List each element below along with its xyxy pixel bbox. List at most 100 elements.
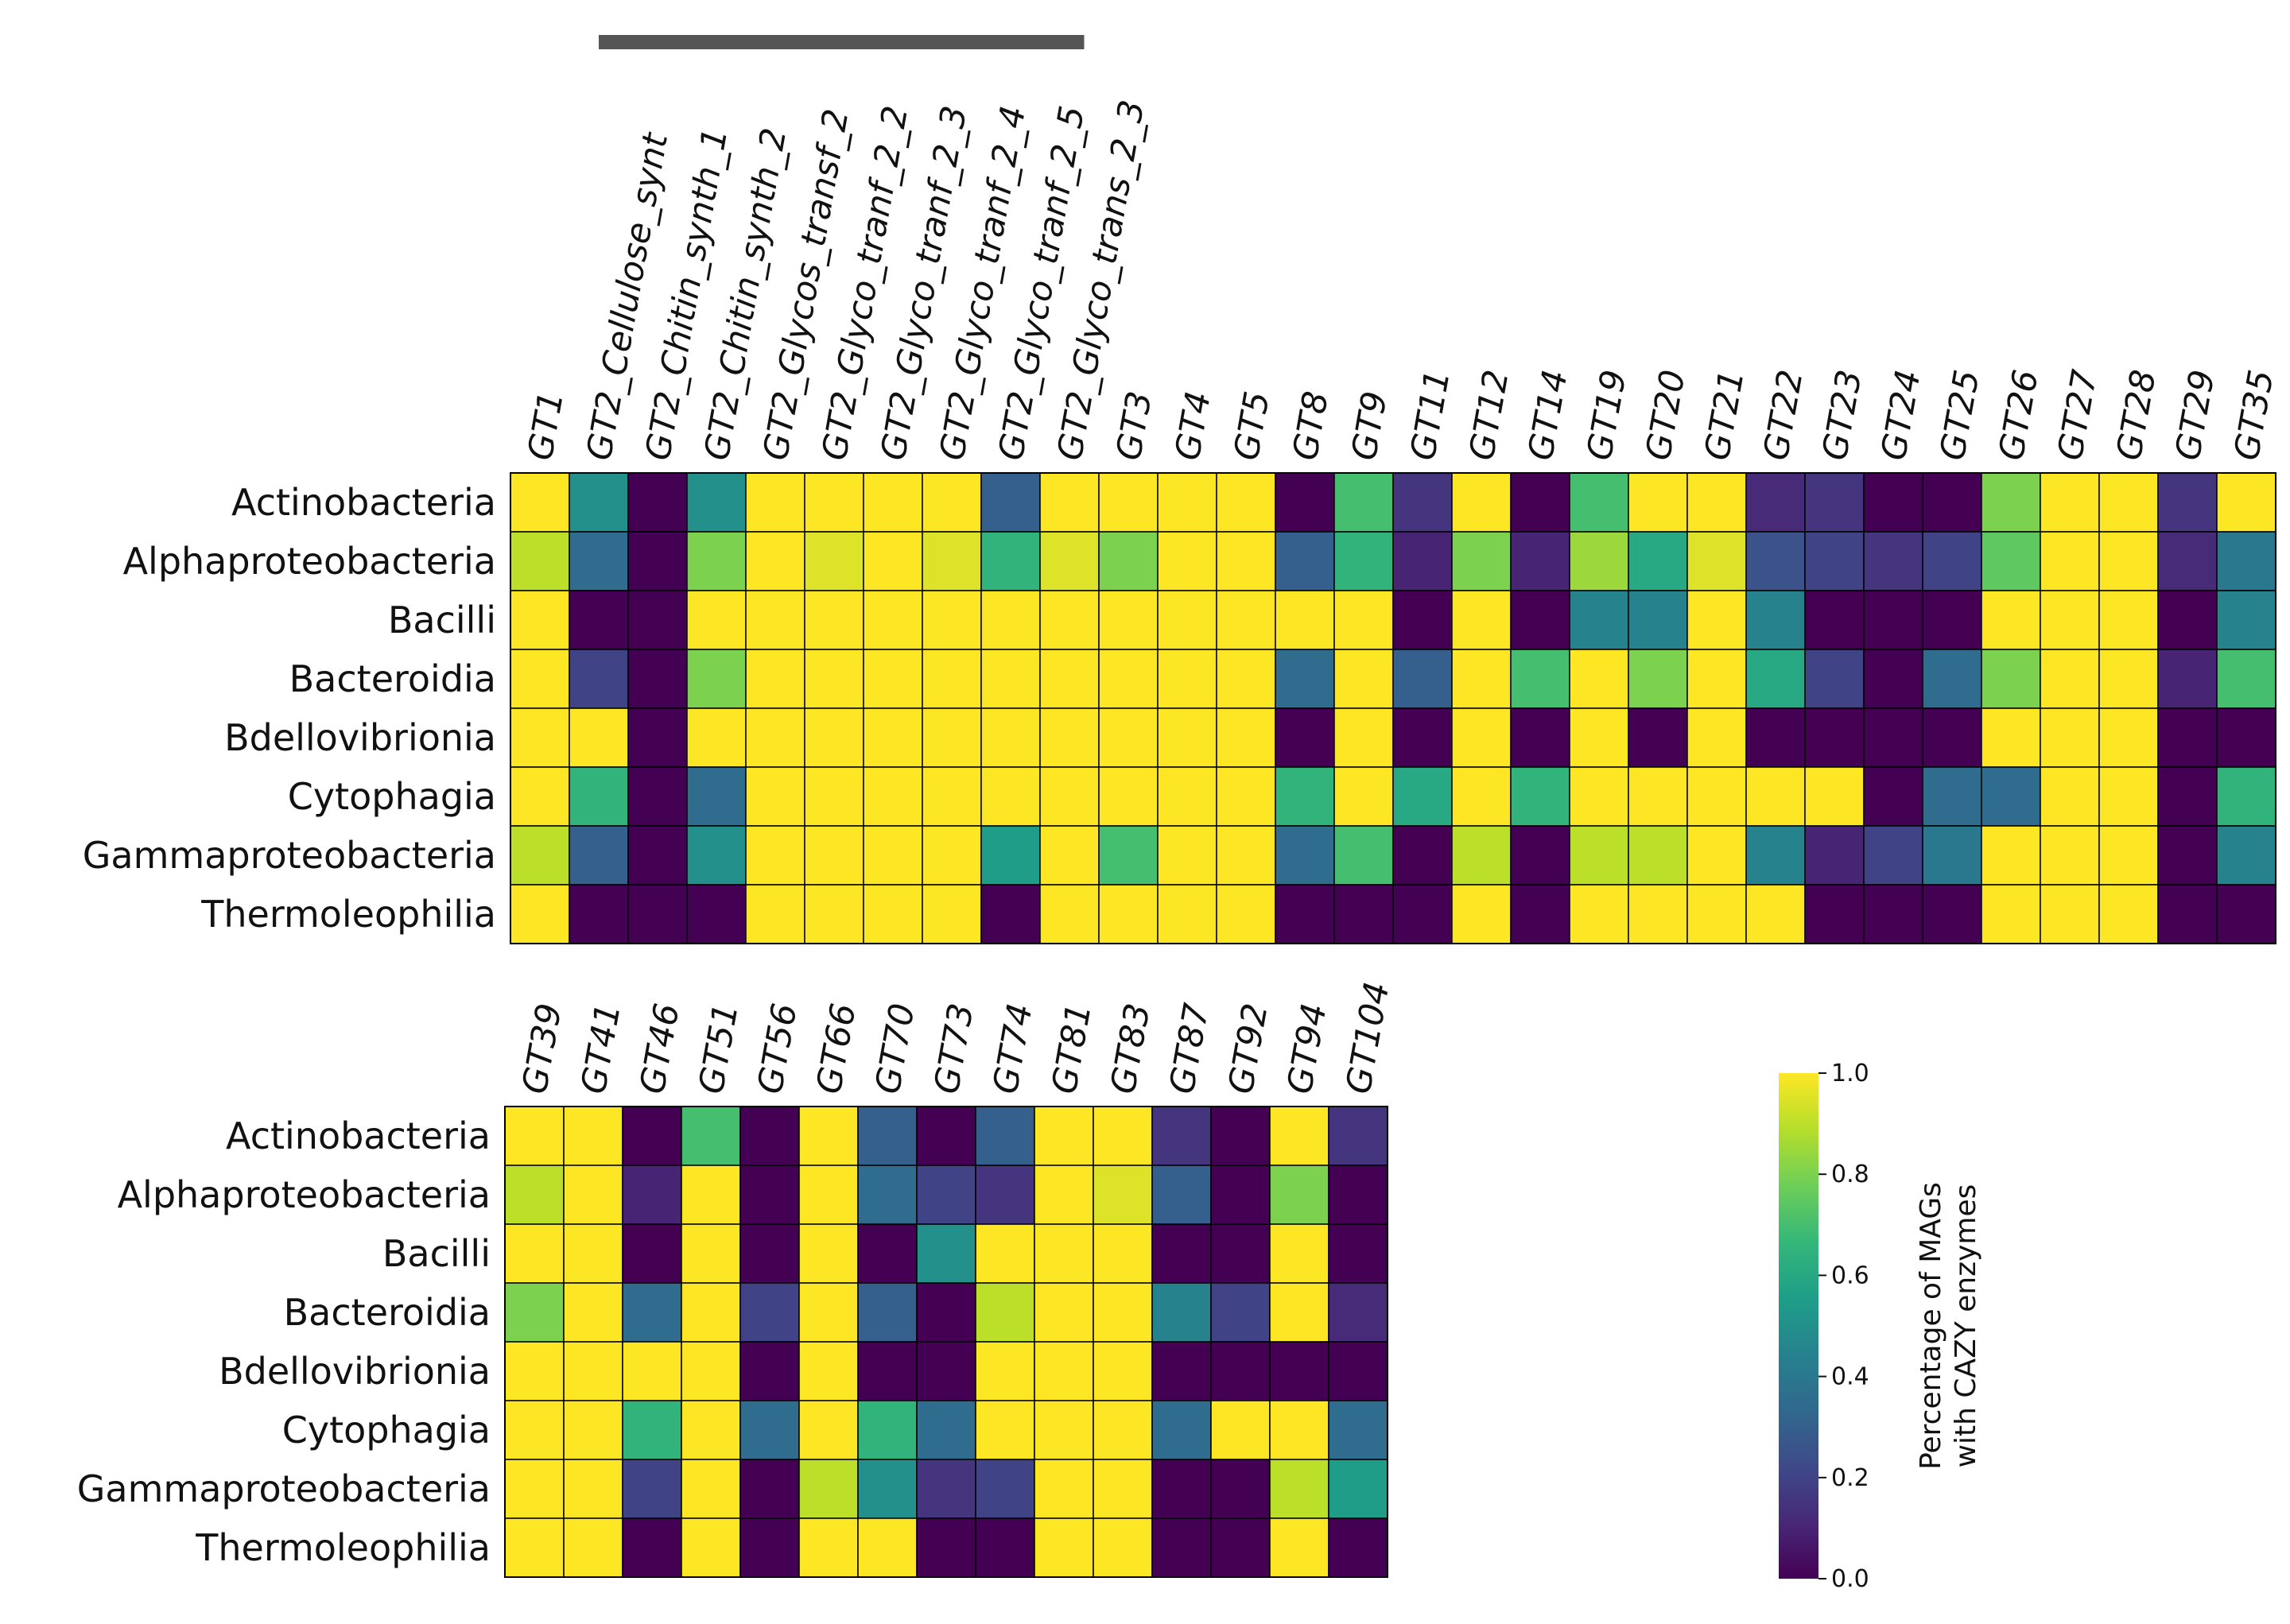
colorbar-tick-label: 0.8 (1831, 1161, 1869, 1188)
heatmap-cell-bacteroidia-gt11 (1392, 649, 1453, 709)
heatmap-cell-bacteroidia-gt3 (1098, 649, 1159, 709)
heatmap-cell-alphaproteobacteria-gt2-chitin-synth-1 (627, 531, 688, 591)
heatmap-cell-bdellovibrionia-gt92 (1210, 1341, 1271, 1401)
column-label-gt41: GT41 (574, 1001, 629, 1097)
column-label-gt83: GT83 (1104, 1001, 1159, 1097)
heatmap-cell-alphaproteobacteria-gt5 (1216, 531, 1276, 591)
heatmap-cell-bacteroidia-gt5 (1216, 649, 1276, 709)
heatmap-cell-gammaproteobacteria-gt26 (1981, 825, 2041, 886)
heatmap-cell-thermoleophilia-gt12 (1451, 884, 1512, 944)
column-label-gt74: GT74 (986, 1001, 1041, 1097)
heatmap-cell-bdellovibrionia-gt2-glyco-trans-2-3 (1039, 707, 1100, 768)
heatmap-cell-gammaproteobacteria-gt51 (681, 1459, 741, 1519)
heatmap-cell-actinobacteria-gt23 (1804, 472, 1865, 533)
heatmap-cell-bacilli-gt25 (1922, 590, 1982, 650)
heatmap-cell-actinobacteria-gt2-glyco-trans-2-3 (1039, 472, 1100, 533)
heatmap-cell-gammaproteobacteria-gt29 (2157, 825, 2218, 886)
heatmap-cell-actinobacteria-gt2-chitin-synth-2 (686, 472, 747, 533)
heatmap-cell-bacilli-gt1 (510, 590, 570, 650)
heatmap-cell-actinobacteria-gt28 (2098, 472, 2159, 533)
heatmap-cell-bdellovibrionia-gt11 (1392, 707, 1453, 768)
row-label-gammaproteobacteria: Gammaproteobacteria (83, 834, 496, 877)
heatmap-cell-bdellovibrionia-gt29 (2157, 707, 2218, 768)
heatmap-cell-thermoleophilia-gt20 (1628, 884, 1688, 944)
heatmap-cell-bacteroidia-gt87 (1151, 1282, 1212, 1343)
heatmap-cell-gammaproteobacteria-gt39 (504, 1459, 565, 1519)
heatmap-cell-bdellovibrionia-gt2-glyco-tranf-2-2 (804, 707, 864, 768)
heatmap-cell-thermoleophilia-gt23 (1804, 884, 1865, 944)
heatmap-cell-gammaproteobacteria-gt74 (975, 1459, 1035, 1519)
heatmap-cell-gammaproteobacteria-gt70 (857, 1459, 918, 1519)
heatmap-cell-bdellovibrionia-gt23 (1804, 707, 1865, 768)
heatmap-cell-alphaproteobacteria-gt1 (510, 531, 570, 591)
heatmap-cell-thermoleophilia-gt2-cellulose-synt (569, 884, 629, 944)
heatmap-cell-alphaproteobacteria-gt8 (1275, 531, 1335, 591)
heatmap-cell-actinobacteria-gt2-glyco-tranf-2-4 (922, 472, 982, 533)
heatmap-cell-alphaproteobacteria-gt2-glyco-tranf-2-2 (804, 531, 864, 591)
heatmap-cell-bacteroidia-gt81 (1034, 1282, 1094, 1343)
heatmap-cell-bacteroidia-gt2-glyco-trans-2-3 (1039, 649, 1100, 709)
colorbar-tick-label: 0.4 (1831, 1363, 1869, 1391)
heatmap-cell-bdellovibrionia-gt41 (563, 1341, 623, 1401)
heatmap-cell-bdellovibrionia-gt2-chitin-synth-1 (627, 707, 688, 768)
heatmap-cell-actinobacteria-gt41 (563, 1106, 623, 1166)
heatmap-cell-gammaproteobacteria-gt19 (1569, 825, 1629, 886)
heatmap-cell-cytophagia-gt39 (504, 1400, 565, 1460)
heatmap-cell-cytophagia-gt2-glyco-trans-2-3 (1039, 766, 1100, 827)
heatmap-cell-bacilli-gt39 (504, 1223, 565, 1284)
heatmap-cell-actinobacteria-gt21 (1686, 472, 1747, 533)
heatmap-cell-bacteroidia-gt2-chitin-synth-1 (627, 649, 688, 709)
heatmap-cell-bacilli-gt5 (1216, 590, 1276, 650)
column-label-gt20: GT20 (1639, 367, 1694, 463)
heatmap-cell-bdellovibrionia-gt2-cellulose-synt (569, 707, 629, 768)
heatmap-cell-cytophagia-gt29 (2157, 766, 2218, 827)
heatmap-cell-gammaproteobacteria-gt56 (739, 1459, 800, 1519)
heatmap-cell-bacteroidia-gt35 (2216, 649, 2276, 709)
heatmap-cell-alphaproteobacteria-gt2-chitin-synth-2 (686, 531, 747, 591)
heatmap-cell-bdellovibrionia-gt19 (1569, 707, 1629, 768)
heatmap-cell-bacilli-gt14 (1510, 590, 1570, 650)
heatmap-cell-gammaproteobacteria-gt92 (1210, 1459, 1271, 1519)
heatmap-cell-bacilli-gt94 (1269, 1223, 1329, 1284)
heatmap-cell-bacteroidia-gt19 (1569, 649, 1629, 709)
heatmap-cell-bdellovibrionia-gt1 (510, 707, 570, 768)
heatmap-cell-cytophagia-gt81 (1034, 1400, 1094, 1460)
heatmap-cell-cytophagia-gt14 (1510, 766, 1570, 827)
row-label-bacilli: Bacilli (382, 1232, 491, 1275)
heatmap-cell-alphaproteobacteria-gt83 (1093, 1165, 1153, 1225)
gt2-group-bar (599, 35, 1085, 49)
colorbar-tick-label: 1.0 (1831, 1060, 1869, 1087)
heatmap-cell-bacteroidia-gt2-chitin-synth-2 (686, 649, 747, 709)
heatmap-cell-bacilli-gt4 (1157, 590, 1217, 650)
heatmap-cell-bacilli-gt2-glyco-tranf-2-2 (804, 590, 864, 650)
heatmap-cell-thermoleophilia-gt2-chitin-synth-2 (686, 884, 747, 944)
heatmap-cell-gammaproteobacteria-gt25 (1922, 825, 1982, 886)
column-label-gt14: GT14 (1521, 367, 1576, 463)
heatmap-cell-cytophagia-gt9 (1333, 766, 1394, 827)
heatmap-cell-alphaproteobacteria-gt87 (1151, 1165, 1212, 1225)
heatmap-cell-alphaproteobacteria-gt25 (1922, 531, 1982, 591)
heatmap-cell-alphaproteobacteria-gt2-glyco-trans-2-3 (1039, 531, 1100, 591)
heatmap-cell-bacteroidia-gt39 (504, 1282, 565, 1343)
column-label-gt8: GT8 (1286, 389, 1337, 463)
heatmap-cell-actinobacteria-gt29 (2157, 472, 2218, 533)
heatmap-cell-cytophagia-gt92 (1210, 1400, 1271, 1460)
heatmap-cell-actinobacteria-gt66 (798, 1106, 859, 1166)
heatmap-cell-gammaproteobacteria-gt94 (1269, 1459, 1329, 1519)
heatmap-cell-alphaproteobacteria-gt19 (1569, 531, 1629, 591)
heatmap-cell-alphaproteobacteria-gt2-glycos-transf-2 (745, 531, 805, 591)
heatmap-cell-bacilli-gt29 (2157, 590, 2218, 650)
heatmap-cell-bdellovibrionia-gt104 (1328, 1341, 1388, 1401)
row-label-cytophagia: Cytophagia (288, 775, 496, 818)
heatmap-cell-bacteroidia-gt21 (1686, 649, 1747, 709)
column-label-gt56: GT56 (751, 1001, 805, 1097)
heatmap-cell-gammaproteobacteria-gt1 (510, 825, 570, 886)
heatmap-cell-thermoleophilia-gt4 (1157, 884, 1217, 944)
heatmap-cell-gammaproteobacteria-gt3 (1098, 825, 1159, 886)
heatmap-cell-bacilli-gt8 (1275, 590, 1335, 650)
heatmap-cell-actinobacteria-gt56 (739, 1106, 800, 1166)
heatmap-cell-bacteroidia-gt94 (1269, 1282, 1329, 1343)
heatmap-cell-actinobacteria-gt8 (1275, 472, 1335, 533)
heatmap-cell-bacilli-gt87 (1151, 1223, 1212, 1284)
